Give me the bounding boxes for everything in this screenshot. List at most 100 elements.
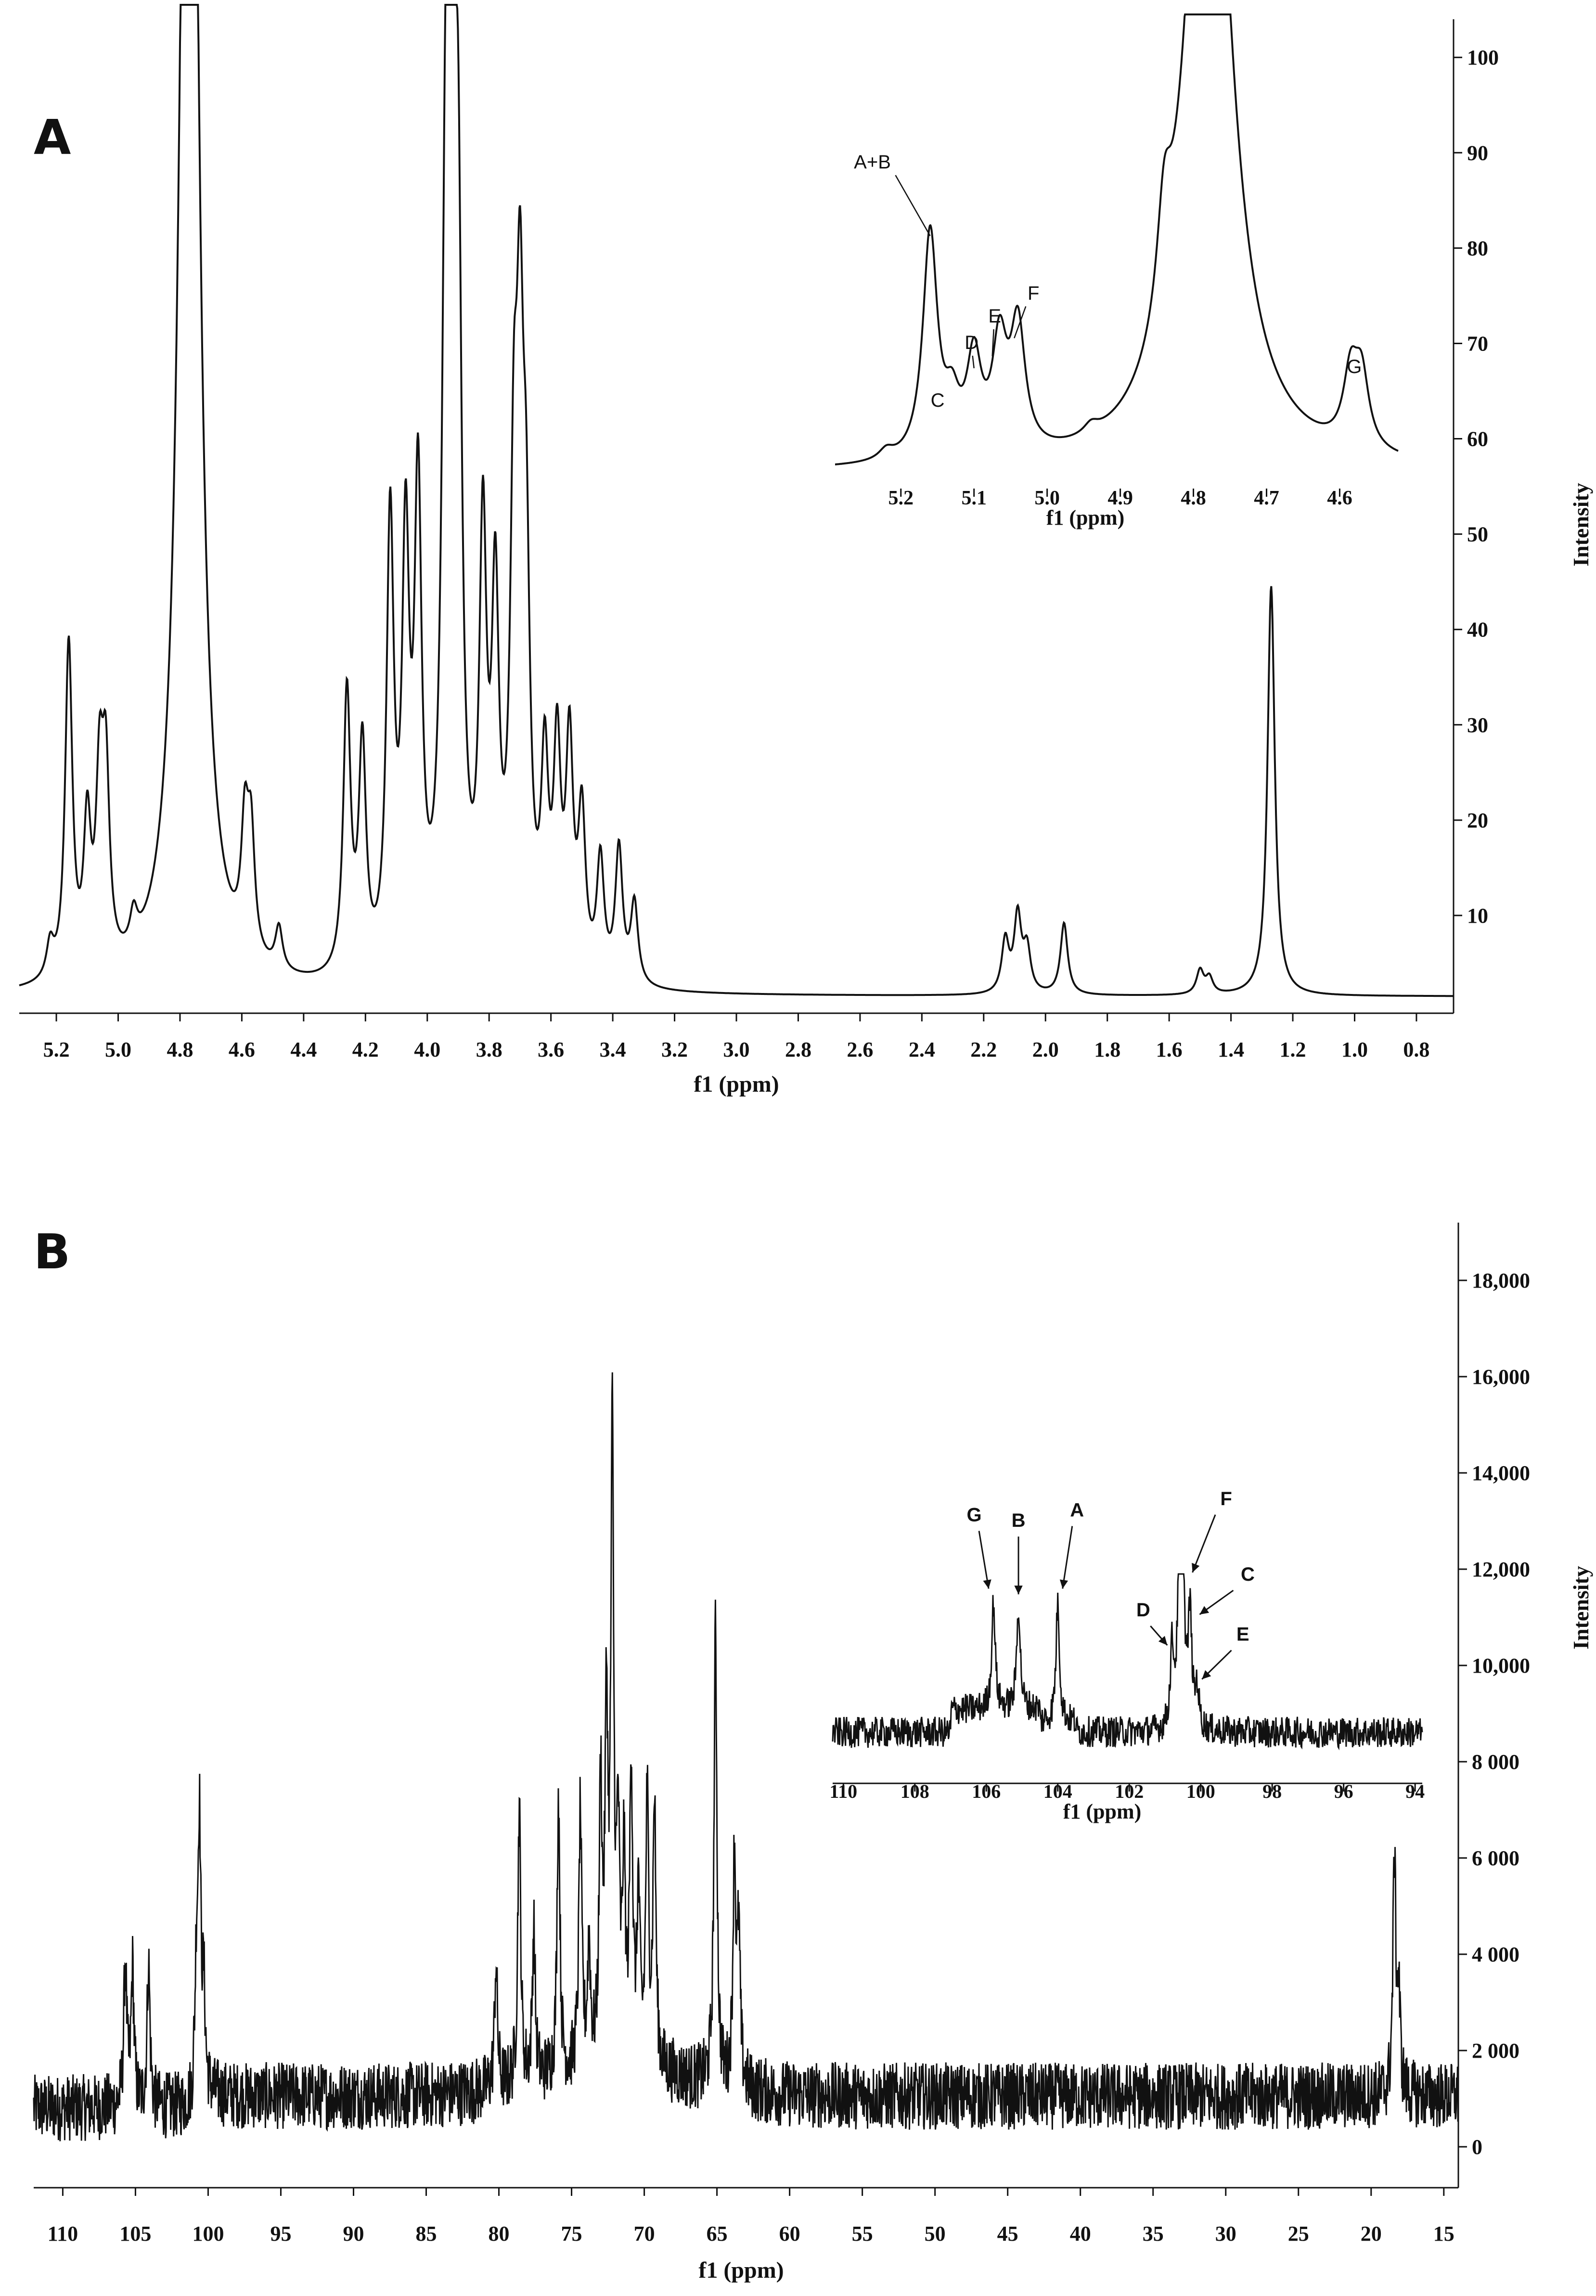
- panel-a-y-tick-label: 70: [1467, 332, 1488, 355]
- panel-a-inset-peak-leader: [895, 175, 931, 236]
- panel-a-x-tick-label: 4.0: [414, 1038, 440, 1061]
- panel-b-inset-arrow-shaft: [1192, 1514, 1216, 1573]
- panel-b-x-tick-label: 40: [1070, 2222, 1091, 2245]
- panel-b-x-tick-label: 85: [416, 2222, 437, 2245]
- panel-b-y-tick-label: 18,000: [1472, 1269, 1530, 1292]
- panel-b-spectrum-line: [33, 1372, 1459, 2141]
- panel-b-13c-nmr: B 110 105 100 95 90 85 80 75 70 65 60 55 50 45 40 35 30 2…: [33, 1223, 1593, 2283]
- panel-a-x-tick-label: 2.2: [970, 1038, 997, 1061]
- panel-a-x-tick-label: 3.8: [476, 1038, 502, 1061]
- panel-a-x-tick-label: 2.0: [1032, 1038, 1059, 1061]
- panel-b-y-tick-label: 16,000: [1472, 1365, 1530, 1389]
- panel-b-inset-x-tick-label: 102: [1115, 1780, 1144, 1802]
- panel-a-inset-x-tick-label: 5.2: [888, 487, 914, 509]
- panel-b-x-tick-label: 60: [779, 2222, 800, 2245]
- panel-a-x-tick-label: 4.2: [352, 1038, 379, 1061]
- panel-a-1h-nmr: A 5.2 5.0 4.8 4.6 4.4 4.2 4.0 3.8 3.6 3.4 3.2 3.0 2.…: [19, 4, 1593, 1097]
- panel-b-inset-x-axis-title: f1 (ppm): [1063, 1800, 1142, 1823]
- panel-b-inset-spectrum-line-group: [832, 1573, 1423, 1751]
- panel-b-x-tick-label: 35: [1143, 2222, 1164, 2245]
- panel-a-x-tick-label: 5.0: [105, 1038, 131, 1061]
- panel-a-y-axis: 10 20 30 40 50 60 70 80 90 100: [1453, 19, 1499, 1013]
- panel-b-inset-peak-label: F: [1220, 1488, 1232, 1509]
- panel-b-y-tick-label: 12,000: [1472, 1558, 1530, 1581]
- panel-a-inset-peak-label: F: [1028, 283, 1039, 304]
- panel-b-inset-arrow-head: [1014, 1586, 1023, 1595]
- panel-a-inset-spectrum-line: [835, 13, 1399, 465]
- panel-a-x-tick-label: 1.2: [1280, 1038, 1306, 1061]
- panel-b-inset-arrow-shaft: [1062, 1526, 1073, 1589]
- panel-b-y-tick-label: 10,000: [1472, 1654, 1530, 1677]
- panel-a-x-tick-label: 1.8: [1094, 1038, 1120, 1061]
- panel-b-x-tick-label: 55: [852, 2222, 873, 2245]
- panel-b-x-tick-label: 65: [707, 2222, 728, 2245]
- panel-a-inset-spectrum-line-group: [835, 13, 1399, 465]
- panel-b-x-tick-label: 90: [343, 2222, 364, 2245]
- panel-b-spectrum-line-group: [33, 1372, 1459, 2141]
- panel-b-plot-area: 110 105 100 95 90 85 80 75 70 65 60 55 50 45 40 35 30 25 2…: [33, 1223, 1530, 2245]
- panel-a-inset-peak-label: G: [1347, 356, 1362, 377]
- panel-a-inset-x-tick-label: 4.9: [1107, 487, 1133, 509]
- panel-b-x-axis-title: f1 (ppm): [698, 2257, 784, 2283]
- panel-a-inset-peak-leader: [972, 355, 975, 369]
- panel-b-x-tick-label: 15: [1433, 2222, 1454, 2245]
- panel-a-x-tick-label: 1.6: [1156, 1038, 1183, 1061]
- panel-a-x-axis: 5.2 5.0 4.8 4.6 4.4 4.2 4.0 3.8 3.6 3.4 3.2 3.0 2.8 2…: [19, 1012, 1454, 1061]
- panel-b-x-tick-label: 100: [192, 2222, 224, 2245]
- panel-a-y-tick-label: 40: [1467, 618, 1488, 642]
- panel-b-x-tick-label: 25: [1288, 2222, 1309, 2245]
- panel-a-inset-peak-label: A+B: [854, 152, 891, 173]
- panel-b-inset-peak-label: D: [1136, 1599, 1150, 1621]
- panel-b-inset-arrow-shaft: [978, 1531, 990, 1589]
- panel-a-y-tick-label: 50: [1467, 523, 1488, 546]
- panel-a-x-tick-label: 1.4: [1218, 1038, 1244, 1061]
- panel-b-inset-x-tick-label: 96: [1334, 1780, 1353, 1802]
- panel-a-x-axis-title: f1 (ppm): [694, 1071, 779, 1097]
- panel-b-y-tick-label: 2 000: [1472, 2039, 1519, 2063]
- panel-a-inset-peak-label: E: [988, 306, 1001, 327]
- panel-b-x-tick-label: 50: [925, 2222, 946, 2245]
- panel-a-inset: 5.2 5.1 5.0 4.9 4.8 4.7 4.6 A+B C DE F G: [835, 13, 1399, 509]
- panel-a-y-tick-label: 30: [1467, 713, 1488, 737]
- panel-a-inset-peak-label: D: [965, 332, 978, 353]
- panel-a-y-tick-label: 80: [1467, 236, 1488, 260]
- panel-a-inset-peak-leader: [991, 329, 994, 357]
- panel-b-inset-x-axis: 110 108 106 104 102 100 98 96 94: [829, 1780, 1425, 1802]
- panel-b-x-tick-label: 75: [561, 2222, 582, 2245]
- panel-a-plot-area: 5.2 5.0 4.8 4.6 4.4 4.2 4.0 3.8 3.6 3.4 3.2 3.0 2.8 2…: [19, 4, 1499, 1061]
- panel-a-x-tick-label: 4.4: [290, 1038, 317, 1061]
- panel-b-inset-x-tick-label: 100: [1186, 1780, 1215, 1802]
- panel-b-x-tick-label: 45: [997, 2222, 1018, 2245]
- panel-a-inset-x-tick-label: 4.6: [1327, 487, 1352, 509]
- panel-b-inset-arrow-head: [1192, 1562, 1200, 1573]
- panel-b-inset-x-tick-label: 110: [829, 1780, 857, 1802]
- panel-b-inset-x-tick-label: 108: [901, 1780, 929, 1802]
- panel-a-x-tick-label: 0.8: [1403, 1038, 1429, 1061]
- panel-b-inset-x-tick-label: 94: [1405, 1780, 1425, 1802]
- panel-b-y-tick-label: 0: [1472, 2135, 1482, 2159]
- panel-b-inset-arrow-head: [983, 1579, 991, 1589]
- panel-b-inset-x-tick-label: 106: [972, 1780, 1001, 1802]
- panel-b-y-axis-title: Intensity: [1569, 1566, 1593, 1650]
- panel-b-inset-peak-label: A: [1070, 1499, 1084, 1521]
- panel-a-spectrum-line: [19, 4, 1454, 997]
- panel-a-inset-x-tick-label: 4.7: [1254, 487, 1279, 509]
- panel-b-inset-x-tick-label: 98: [1262, 1780, 1282, 1802]
- panel-a-inset-x-tick-label: 4.8: [1181, 487, 1206, 509]
- panel-a-inset-x-tick-label: 5.1: [961, 487, 987, 509]
- panel-a-x-tick-label: 3.6: [538, 1038, 564, 1061]
- panel-a-y-tick-label: 90: [1467, 141, 1488, 165]
- panel-a-y-tick-label: 20: [1467, 809, 1488, 832]
- panel-a-inset-x-axis-title: f1 (ppm): [1046, 506, 1125, 529]
- panel-b-inset-arrow-head: [1199, 1606, 1210, 1615]
- panel-a-y-tick-label: 10: [1467, 904, 1488, 928]
- panel-b-x-tick-label: 70: [634, 2222, 655, 2245]
- panel-b-y-tick-label: 6 000: [1472, 1846, 1519, 1870]
- panel-b-y-tick-label: 8 000: [1472, 1750, 1519, 1774]
- panel-a-spectrum-line-group: [19, 4, 1454, 997]
- panel-b-inset-peak-label: C: [1241, 1564, 1255, 1585]
- panel-b-inset-arrow-head: [1059, 1579, 1068, 1589]
- panel-a-x-tick-label: 2.6: [847, 1038, 873, 1061]
